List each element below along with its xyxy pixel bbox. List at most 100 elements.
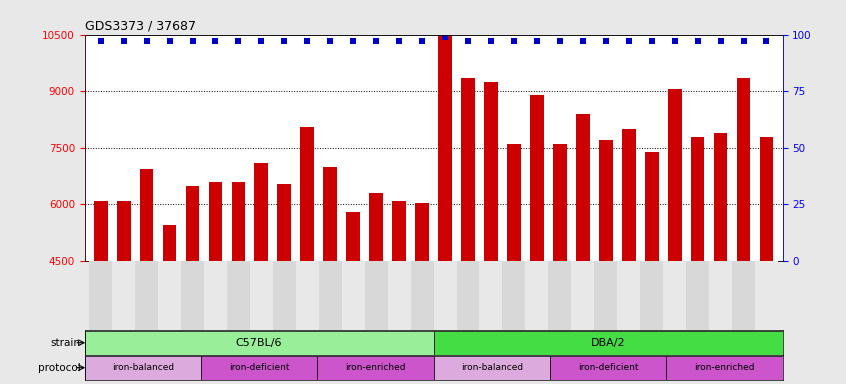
Text: iron-deficient: iron-deficient xyxy=(228,363,289,372)
Point xyxy=(622,38,635,45)
Point xyxy=(507,38,520,45)
Bar xyxy=(117,201,130,261)
Point xyxy=(415,38,429,45)
Bar xyxy=(732,261,755,330)
Bar xyxy=(737,78,750,261)
Text: GSM262843: GSM262843 xyxy=(716,265,725,311)
Text: GSM262954: GSM262954 xyxy=(647,265,656,311)
Bar xyxy=(273,261,296,330)
Bar xyxy=(461,78,475,261)
Point xyxy=(323,38,337,45)
Text: GSM262773: GSM262773 xyxy=(371,265,381,311)
Text: GSM262762: GSM262762 xyxy=(96,265,105,311)
Point xyxy=(255,38,268,45)
Bar xyxy=(525,261,548,330)
Bar xyxy=(185,185,200,261)
Text: C57BL/6: C57BL/6 xyxy=(236,338,283,348)
Bar xyxy=(296,261,319,330)
Bar xyxy=(457,261,480,330)
Point xyxy=(484,38,497,45)
Point xyxy=(117,38,130,45)
Text: strain: strain xyxy=(51,338,80,348)
Point xyxy=(599,38,613,45)
Bar xyxy=(158,261,181,330)
Text: iron-enriched: iron-enriched xyxy=(694,363,755,372)
Bar xyxy=(434,356,550,380)
Text: GSM262769: GSM262769 xyxy=(165,265,174,311)
Bar xyxy=(94,201,107,261)
Point xyxy=(393,38,406,45)
Text: iron-enriched: iron-enriched xyxy=(345,363,406,372)
Bar xyxy=(576,114,590,261)
Point xyxy=(209,38,222,45)
Bar xyxy=(548,261,571,330)
Bar xyxy=(434,261,457,330)
Bar xyxy=(530,95,544,261)
Text: GSM262951: GSM262951 xyxy=(579,265,587,311)
Text: GSM262799: GSM262799 xyxy=(280,265,288,311)
Bar xyxy=(663,261,686,330)
Point xyxy=(347,38,360,45)
Text: iron-deficient: iron-deficient xyxy=(578,363,639,372)
Point xyxy=(691,38,705,45)
Point xyxy=(760,38,773,45)
Text: GSM262841: GSM262841 xyxy=(670,265,679,311)
Bar xyxy=(209,182,222,261)
Text: GSM262840: GSM262840 xyxy=(532,265,541,311)
Bar xyxy=(622,129,635,261)
Bar xyxy=(690,137,705,261)
Bar xyxy=(232,182,245,261)
Bar xyxy=(342,261,365,330)
Bar xyxy=(387,261,410,330)
Bar xyxy=(201,356,317,380)
Text: GSM262768: GSM262768 xyxy=(142,265,151,311)
Bar xyxy=(113,261,135,330)
Bar xyxy=(370,193,383,261)
Bar xyxy=(346,212,360,261)
Bar xyxy=(277,184,291,261)
Bar xyxy=(484,82,497,261)
Text: GSM262765: GSM262765 xyxy=(119,265,128,311)
Point xyxy=(714,38,728,45)
Point xyxy=(667,38,681,45)
Bar xyxy=(594,261,618,330)
Bar xyxy=(250,261,273,330)
Bar xyxy=(181,261,204,330)
Text: GSM262770: GSM262770 xyxy=(188,265,197,311)
Bar xyxy=(393,201,406,261)
Text: iron-balanced: iron-balanced xyxy=(461,363,523,372)
Text: GSM262796: GSM262796 xyxy=(211,265,220,311)
Text: iron-balanced: iron-balanced xyxy=(112,363,173,372)
Point xyxy=(438,34,452,40)
Text: GSM262772: GSM262772 xyxy=(349,265,358,311)
Point xyxy=(576,38,590,45)
Bar xyxy=(480,261,503,330)
Bar xyxy=(135,261,158,330)
Bar xyxy=(89,261,113,330)
Bar xyxy=(410,261,434,330)
Text: GSM262797: GSM262797 xyxy=(234,265,243,311)
Text: GSM262795: GSM262795 xyxy=(418,265,426,311)
Bar xyxy=(140,169,153,261)
Bar xyxy=(760,137,773,261)
Point xyxy=(232,38,245,45)
Point xyxy=(737,38,750,45)
Text: DBA/2: DBA/2 xyxy=(591,338,625,348)
Bar xyxy=(599,140,613,261)
Point xyxy=(645,38,658,45)
Point xyxy=(530,38,544,45)
Bar xyxy=(85,356,201,380)
Point xyxy=(140,38,153,45)
Bar xyxy=(365,261,387,330)
Text: GSM262952: GSM262952 xyxy=(602,265,610,311)
Point xyxy=(277,38,291,45)
Bar xyxy=(709,261,732,330)
Text: GSM262845: GSM262845 xyxy=(762,265,771,311)
Point xyxy=(162,38,176,45)
Bar xyxy=(686,261,709,330)
Bar xyxy=(85,331,434,355)
Bar xyxy=(507,144,521,261)
Bar xyxy=(323,167,338,261)
Text: GSM262771: GSM262771 xyxy=(326,265,335,311)
Bar xyxy=(317,356,433,380)
